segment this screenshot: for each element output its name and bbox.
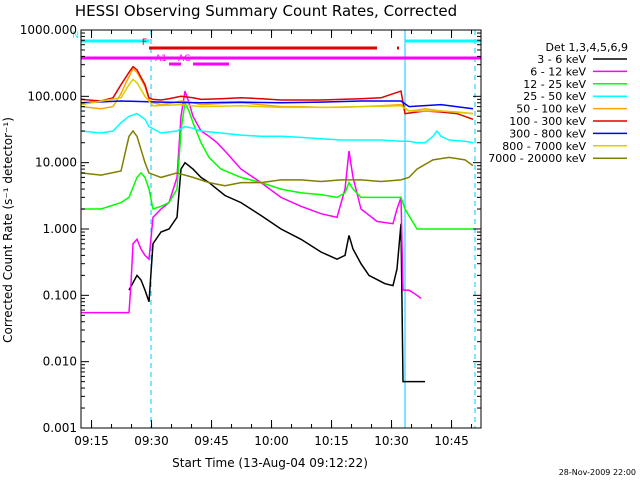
legend-label-3: 12 - 25 keV — [523, 78, 586, 91]
y-tick-label-4: 1.000 — [43, 222, 77, 236]
series-line-3 — [81, 100, 473, 230]
flag-label-N: N — [72, 31, 79, 41]
x-tick-label-2: 09:30 — [134, 434, 169, 448]
series-line-1 — [128, 161, 425, 383]
x-tick-label-3: 09:45 — [194, 434, 229, 448]
x-tick-label-1: 09:15 — [74, 434, 109, 448]
y-tick-label-2: 100.000 — [27, 89, 77, 103]
legend-label-6: 100 - 300 keV — [509, 115, 586, 128]
y-tick-label-6: 0.010 — [43, 355, 77, 369]
legend-label-7: 300 - 800 keV — [509, 127, 586, 140]
x-axis-label: Start Time (13-Aug-04 09:12:22) — [172, 456, 368, 470]
series-line-2 — [81, 90, 422, 314]
legend-label-9: 7000 - 20000 keV — [488, 152, 586, 165]
y-tick-label-3: 10.000 — [35, 156, 77, 170]
legend-label-1: 3 - 6 keV — [537, 53, 586, 66]
legend-label-5: 50 - 100 keV — [516, 103, 586, 116]
legend-label-4: 25 - 50 keV — [523, 90, 586, 103]
series-line-8 — [80, 78, 474, 115]
y-tick-label-5: 0.100 — [43, 288, 77, 302]
series-line-6 — [80, 65, 474, 121]
series-line-7 — [80, 100, 474, 110]
timestamp: 28-Nov-2009 22:00 — [559, 468, 636, 477]
x-tick-label-7: 10:45 — [434, 434, 469, 448]
flag-label-F: F — [142, 38, 147, 48]
x-tick-label-4: 10:00 — [254, 434, 289, 448]
legend-label-8: 800 - 7000 keV — [502, 140, 586, 153]
y-axis-label: Corrected Count Rate (s⁻¹ detector⁻¹) — [1, 117, 15, 343]
x-tick-label-6: 10:30 — [374, 434, 409, 448]
flag-label-AG: AG — [178, 54, 191, 64]
y-tick-label-1: 1000.000 — [20, 23, 77, 37]
chart-title: HESSI Observing Summary Count Rates, Cor… — [75, 2, 457, 20]
legend-title: Det 1,3,4,5,6,9 — [545, 41, 628, 54]
legend-label-2: 6 - 12 keV — [530, 65, 586, 78]
flag-label-A1: A1 — [155, 54, 167, 64]
series-line-9 — [80, 129, 474, 187]
x-tick-label-5: 10:15 — [314, 434, 349, 448]
series-line-4 — [80, 112, 474, 144]
y-tick-label-7: 0.001 — [43, 421, 77, 435]
